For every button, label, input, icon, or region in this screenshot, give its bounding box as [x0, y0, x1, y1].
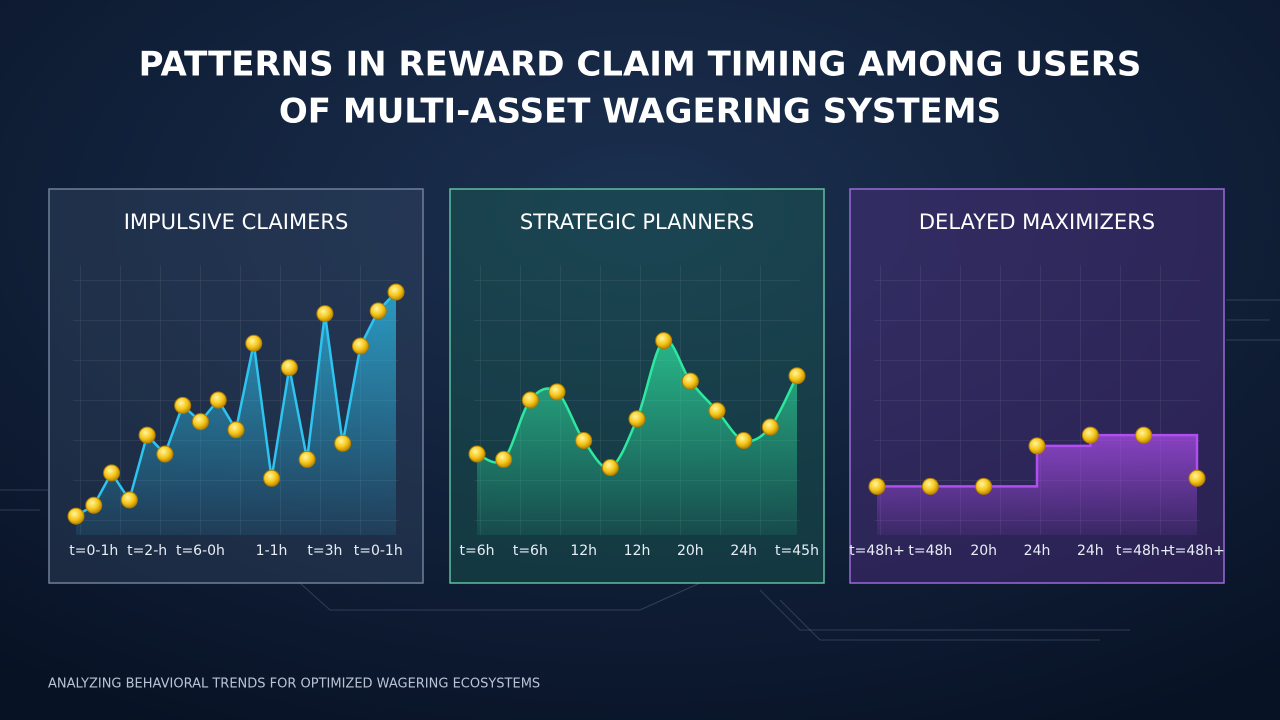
coin-marker — [245, 334, 263, 352]
coin-marker — [1028, 437, 1046, 455]
coin-marker — [868, 477, 886, 495]
coin-marker — [387, 283, 405, 301]
coin-marker — [521, 391, 539, 409]
circuit-decoration — [0, 299, 1280, 641]
coin-marker — [628, 410, 646, 428]
coin-marker — [85, 496, 103, 514]
coin-marker — [263, 469, 281, 487]
coin-marker — [209, 391, 227, 409]
area — [76, 292, 396, 535]
coin-marker — [788, 367, 806, 385]
coin-marker — [369, 302, 387, 320]
x-tick-label: t=0-1h — [354, 543, 403, 559]
coin-marker — [1135, 426, 1153, 444]
footer: ANALYZING BEHAVIORAL TRENDS FOR OPTIMIZE… — [48, 677, 540, 692]
x-tick-label: t=6-0h — [176, 543, 225, 559]
coin-marker — [120, 491, 138, 509]
coin-marker — [334, 434, 352, 452]
coin-marker — [548, 383, 566, 401]
coin-marker — [468, 445, 486, 463]
x-tick-label: 12h — [570, 543, 597, 559]
x-tick-label: 24h — [1024, 543, 1051, 559]
x-tick-label: 24h — [730, 543, 757, 559]
title-line: OF MULTI-ASSET WAGERING SYSTEMS — [279, 92, 1001, 132]
coin-marker — [138, 426, 156, 444]
coin-marker — [191, 413, 209, 431]
coin-marker — [1188, 469, 1206, 487]
x-tick-label: 20h — [970, 543, 997, 559]
coin-marker — [495, 450, 513, 468]
coin-marker — [298, 450, 316, 468]
title-line: PATTERNS IN REWARD CLAIM TIMING AMONG US… — [139, 45, 1142, 85]
coin-marker — [681, 372, 699, 390]
coin-marker — [316, 305, 334, 323]
x-tick-label: t=48h+ — [1169, 543, 1225, 559]
coin-marker — [655, 332, 673, 350]
line — [877, 433, 1199, 488]
coin-marker — [601, 459, 619, 476]
x-tick-label: t=6h — [460, 543, 495, 559]
coin-marker — [921, 477, 939, 495]
x-tick-label: t=48h — [908, 543, 952, 559]
coin-marker — [156, 445, 174, 463]
x-tick-label: 12h — [624, 543, 651, 559]
panels: IMPULSIVE CLAIMERS t=0-1h t=2-h t=6-0h 1-1h t… — [48, 188, 1225, 584]
coin-marker — [67, 507, 85, 525]
panel-title: STRATEGIC PLANNERS — [520, 210, 754, 234]
coin-marker — [351, 337, 369, 355]
area — [477, 339, 797, 535]
panel-title: DELAYED MAXIMIZERS — [919, 210, 1155, 234]
coin-marker — [227, 421, 245, 439]
x-tick-label: t=3h — [307, 543, 342, 559]
coin-marker — [735, 432, 753, 449]
coin-marker — [575, 432, 593, 449]
x-tick-label: 1-1h — [256, 543, 288, 559]
coin-marker — [280, 359, 298, 377]
x-tick-label: t=48h+ — [1116, 543, 1172, 559]
x-tick-label: 24h — [1077, 543, 1104, 559]
coin-marker — [1081, 426, 1099, 444]
x-tick-label: t=2-h — [127, 543, 167, 559]
x-tick-label: t=48h+ — [849, 543, 905, 559]
panel-title: IMPULSIVE CLAIMERS — [124, 210, 349, 234]
chart-panel: STRATEGIC PLANNERS t=6h t=6h 12h 12h 20h 24h t=… — [449, 188, 825, 584]
x-tick-label: t=0-1h — [69, 543, 118, 559]
coin-marker — [103, 464, 121, 482]
x-tick-label: 20h — [677, 543, 704, 559]
x-tick-label: t=6h — [513, 543, 548, 559]
coin-marker — [975, 477, 993, 495]
coin-marker — [708, 402, 726, 420]
x-tick-label: t=45h — [775, 543, 819, 559]
coin-marker — [761, 418, 779, 436]
coin-marker — [174, 396, 192, 414]
chart-panel: IMPULSIVE CLAIMERS t=0-1h t=2-h t=6-0h 1-1h t… — [48, 188, 424, 584]
